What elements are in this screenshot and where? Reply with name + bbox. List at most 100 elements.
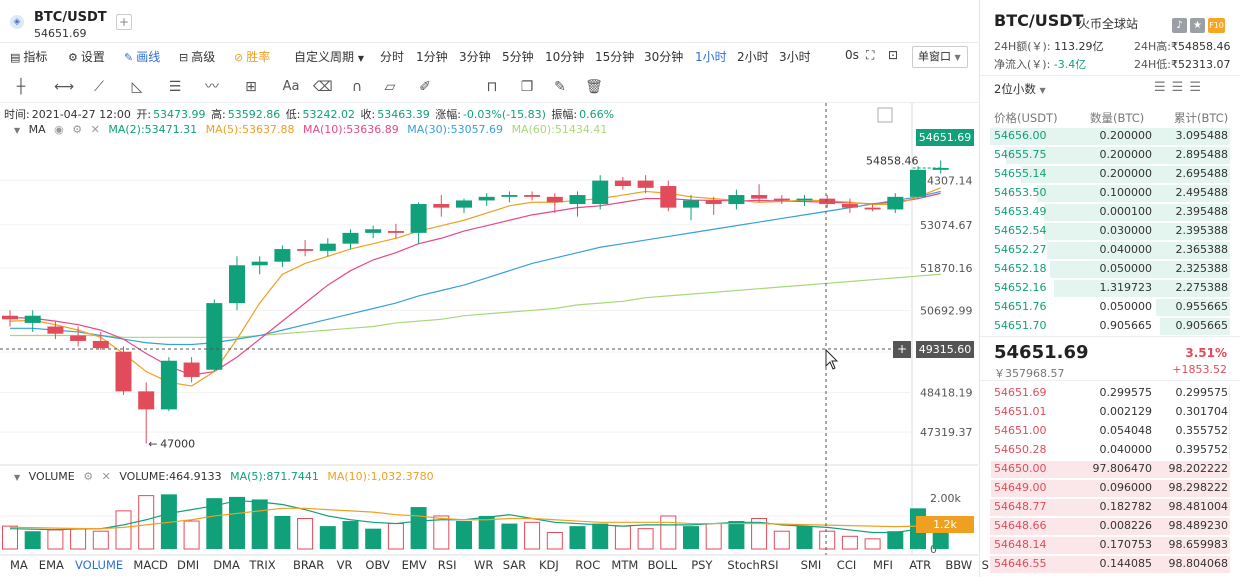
gear-icon[interactable]: ⚙ [72, 123, 83, 136]
indicator-button[interactable]: ▤ 指标 [10, 48, 47, 65]
symbol-tab[interactable]: ◈ BTC/USDT 54651.69 [4, 5, 108, 40]
indicator-tab-obv[interactable]: OBV [365, 558, 390, 572]
period-9[interactable]: 3小时 [779, 50, 811, 64]
copy-icon[interactable]: ❐ [520, 79, 534, 95]
gear-icon[interactable]: ⚙ [83, 470, 94, 483]
candlestick-chart[interactable]: 54307.1453074.6751870.1650692.9949542.54… [0, 103, 978, 577]
period-5[interactable]: 15分钟 [595, 50, 635, 64]
orderbook-row[interactable]: 54655.14 0.200000 2.695488 [980, 165, 1240, 184]
edit-icon[interactable]: ✎ [554, 79, 566, 95]
bell-icon[interactable]: ♪ [1172, 18, 1187, 33]
period-1[interactable]: 1分钟 [416, 50, 448, 64]
orderbook-row[interactable]: 54648.77 0.182782 98.481004 [980, 498, 1240, 517]
indicator-tab-atr[interactable]: ATR [909, 558, 932, 572]
close-icon[interactable]: ✕ [90, 123, 100, 136]
indicator-tab-trix[interactable]: TRIX [249, 558, 276, 572]
orderbook-row[interactable]: 54649.00 0.096000 98.298222 [980, 479, 1240, 498]
indicator-tab-mfi[interactable]: MFI [873, 558, 893, 572]
orderbook-row[interactable]: 54656.00 0.200000 3.095488 [980, 127, 1240, 146]
indicator-tab-volume[interactable]: VOLUME [75, 558, 124, 572]
eraser-icon[interactable]: ⌫ [313, 79, 333, 95]
indicator-tab-boll[interactable]: BOLL [647, 558, 678, 572]
orderbook-row[interactable]: 54648.66 0.008226 98.489230 [980, 517, 1240, 536]
indicator-tab-wr[interactable]: WR [474, 558, 494, 572]
view-both-icon[interactable]: ☰ [1154, 80, 1172, 95]
brush-icon[interactable]: ✐ [419, 79, 431, 95]
exit-fullscreen-icon[interactable]: ⊡ [888, 48, 899, 62]
orderbook-row[interactable]: 54646.55 0.144085 98.804068 [980, 555, 1240, 574]
f10-icon[interactable]: F10 [1208, 18, 1225, 33]
orderbook-row[interactable]: 54655.75 0.200000 2.895488 [980, 146, 1240, 165]
star-icon[interactable]: ★ [1190, 18, 1205, 33]
indicator-tab-mtm[interactable]: MTM [611, 558, 639, 572]
orderbook-row[interactable]: 54652.16 1.319723 2.275388 [980, 279, 1240, 298]
horizontal-line-icon[interactable]: ⟷ [54, 79, 75, 95]
ruler-icon[interactable]: ▱ [384, 79, 396, 95]
indicator-tab-dmi[interactable]: DMI [177, 558, 200, 572]
period-3[interactable]: 5分钟 [502, 50, 534, 64]
orderbook-row[interactable]: 54652.18 0.050000 2.325388 [980, 260, 1240, 279]
indicator-tab-macd[interactable]: MACD [133, 558, 168, 572]
custom-period-dropdown[interactable]: 自定义周期 ▼ [294, 48, 367, 65]
indicator-tab-vr[interactable]: VR [336, 558, 353, 572]
lock-icon[interactable]: ⊓ [486, 79, 498, 95]
add-tab-button[interactable]: + [116, 14, 132, 30]
advanced-button[interactable]: ⊟ 高级 [179, 48, 215, 65]
indicator-tab-brar[interactable]: BRAR [293, 558, 325, 572]
indicator-tab-rsi[interactable]: RSI [437, 558, 457, 572]
orderbook-row[interactable]: 54651.00 0.054048 0.355752 [980, 422, 1240, 441]
settings-button[interactable]: ⚙ 设置 [68, 48, 105, 65]
period-0[interactable]: 分时 [380, 50, 405, 64]
indicator-tab-smi[interactable]: SMI [800, 558, 822, 572]
trash-icon[interactable]: 🗑 [585, 79, 603, 95]
orderbook-row[interactable]: 54651.69 0.299575 0.299575 [980, 384, 1240, 403]
ray-icon[interactable]: ⟋ [94, 79, 104, 95]
period-7-active[interactable]: 1小时 [695, 50, 727, 64]
orderbook-row[interactable]: 54652.27 0.040000 2.365388 [980, 241, 1240, 260]
indicator-tab-psy[interactable]: PSY [691, 558, 713, 572]
indicator-tab-stochrsi[interactable]: StochRSI [727, 558, 779, 572]
period-4[interactable]: 10分钟 [545, 50, 585, 64]
eye-icon[interactable]: ◉ [54, 123, 64, 136]
drawline-button[interactable]: ✎ 画线 [124, 48, 160, 65]
add-alert-button[interactable]: + [893, 341, 911, 358]
period-2[interactable]: 3分钟 [459, 50, 491, 64]
fullscreen-icon[interactable]: ⛶ [866, 48, 875, 62]
period-8[interactable]: 2小时 [737, 50, 769, 64]
period-6[interactable]: 30分钟 [644, 50, 684, 64]
indicator-tab-ma[interactable]: MA [10, 558, 28, 572]
indicator-tab-cci[interactable]: CCI [836, 558, 857, 572]
orderbook-row[interactable]: 54652.54 0.030000 2.395388 [980, 222, 1240, 241]
orderbook-row[interactable]: 54651.76 0.050000 0.955665 [980, 298, 1240, 317]
cross-cursor-icon[interactable]: ┼ [16, 79, 26, 95]
decimals-dropdown[interactable]: 2位小数 ▼ [994, 81, 1046, 97]
winrate-button[interactable]: ⊘ 胜率 [234, 48, 270, 65]
indicator-tab-roc[interactable]: ROC [575, 558, 601, 572]
indicator-tab-sar[interactable]: SAR [502, 558, 527, 572]
close-icon[interactable]: ✕ [101, 470, 111, 483]
view-asks-icon[interactable]: ☰ [1171, 80, 1190, 95]
orderbook-row[interactable]: 54653.50 0.100000 2.495488 [980, 184, 1240, 203]
rect-icon[interactable]: ⊞ [245, 79, 257, 95]
orderbook-row[interactable]: 54651.01 0.002129 0.301704 [980, 403, 1240, 422]
text-icon[interactable]: Aa [282, 79, 300, 94]
indicator-tab-kdj[interactable]: KDJ [539, 558, 559, 572]
orderbook-row[interactable]: 54650.28 0.040000 0.395752 [980, 441, 1240, 460]
orderbook-row[interactable]: 54653.49 0.000100 2.395488 [980, 203, 1240, 222]
collapse-icon[interactable]: ▼ [14, 126, 21, 135]
indicator-tab-bbw[interactable]: BBW [945, 558, 973, 572]
indicator-tab-ema[interactable]: EMA [38, 558, 64, 572]
collapse-icon[interactable]: ▼ [14, 473, 21, 482]
orderbook-row[interactable]: 54650.00 97.806470 98.202222 [980, 460, 1240, 479]
orderbook-row[interactable]: 54648.14 0.170753 98.659983 [980, 536, 1240, 555]
indicator-tab-dma[interactable]: DMA [213, 558, 240, 572]
triangle-icon[interactable]: ◺ [131, 79, 143, 95]
wave-icon[interactable]: 〰 [205, 79, 219, 95]
single-window-dropdown[interactable]: 单窗口 ▼ [912, 46, 968, 68]
volume-bar [637, 528, 654, 550]
magnet-icon[interactable]: ∩ [351, 79, 363, 95]
view-bids-icon[interactable]: ☰ [1189, 80, 1207, 95]
indicator-tab-emv[interactable]: EMV [401, 558, 427, 572]
parallel-lines-icon[interactable]: ☰ [168, 79, 182, 95]
orderbook-row[interactable]: 54651.70 0.905665 0.905665 [980, 317, 1240, 336]
